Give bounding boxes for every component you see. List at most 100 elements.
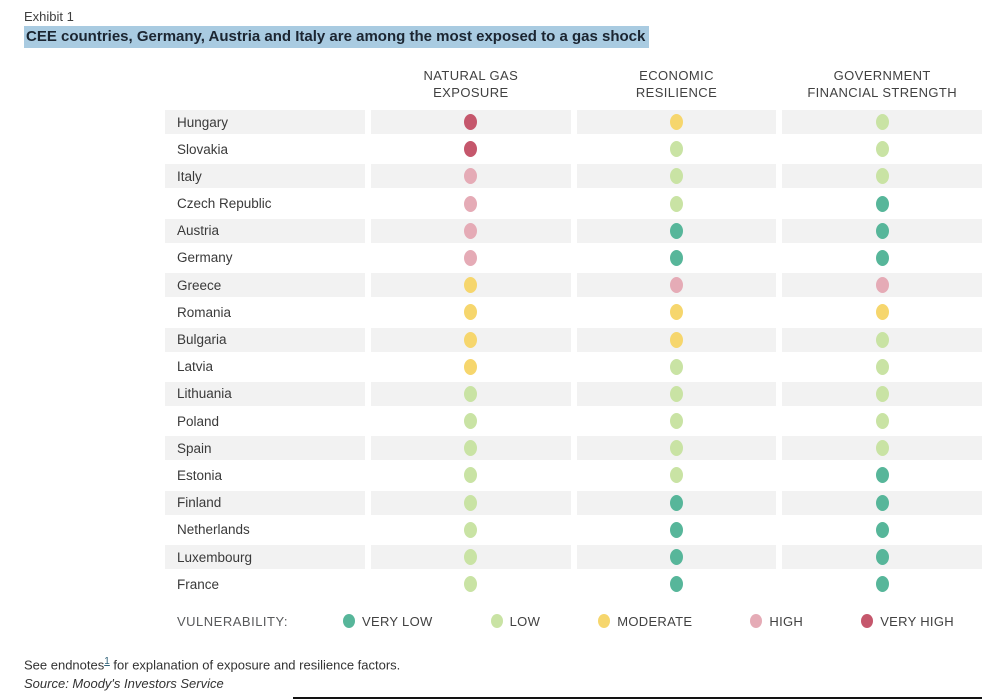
vulnerability-dot-moderate [464,331,478,348]
country-label: Greece [165,273,365,298]
vulnerability-dot-low [464,467,478,484]
legend-item-low: LOW [490,614,541,629]
table-row: Spain [165,436,982,461]
vulnerability-dot-very-low [875,195,889,212]
vulnerability-dot-very-low [670,249,683,266]
vulnerability-dot-very-low [670,549,683,565]
vulnerability-dot-very-low [875,576,889,593]
country-label: Poland [177,413,220,429]
vulnerability-dot-low [670,195,683,212]
vulnerability-dot-low [464,576,478,593]
table-row: Lithuania [165,381,982,406]
country-label: Austria [165,218,365,243]
table-row: Estonia [165,463,982,487]
vulnerability-dot-low [464,549,478,565]
vulnerability-dot-low [464,494,478,511]
legend-item-high: HIGH [750,614,803,629]
vulnerability-dot-moderate [670,114,683,130]
table-row: Romania [165,300,982,324]
legend-dot-low [490,614,503,629]
legend-item-very-high: VERY HIGH [861,614,954,629]
vulnerability-dot-moderate [464,304,478,321]
vulnerability-table: NATURAL GAS EXPOSURE ECONOMIC RESILIENCE… [165,62,982,633]
vulnerability-dot-moderate [670,304,683,321]
vulnerability-dot-low [670,467,683,484]
source-text: Source: Moody's Investors Service [24,676,224,691]
vulnerability-dot-low [670,141,683,158]
column-header-government-financial-strength: GOVERNMENT FINANCIAL STRENGTH [807,68,958,101]
country-label: France [177,576,220,592]
table-row: Greece [165,273,982,298]
country-label: Germany [177,250,233,266]
table-header-row: NATURAL GAS EXPOSURE ECONOMIC RESILIENCE… [165,62,982,102]
country-label: Netherlands [177,522,250,538]
vulnerability-dot-low [875,141,889,158]
vulnerability-dot-very-low [670,222,683,239]
vulnerability-dot-low [464,413,478,430]
legend-dot-high [750,614,763,629]
table-row: Italy [165,164,982,189]
vulnerability-dot-low [875,114,889,130]
country-label: Romania [177,304,232,320]
country-label: Spain [165,436,365,461]
vulnerability-dot-low [670,385,683,402]
table-row: Germany [165,246,982,270]
table-row: Latvia [165,355,982,379]
table-row: Slovakia [165,137,982,161]
vulnerability-dot-high [464,168,478,185]
legend-items: VERY LOW LOW MODERATE HIGH VERY HIGH [343,614,982,629]
country-label: Estonia [177,467,223,483]
vulnerability-dot-moderate [875,304,889,321]
legend-dot-very-low [343,614,355,629]
vulnerability-dot-very-low [875,467,889,484]
vulnerability-dot-low [670,413,683,430]
country-label: Finland [165,490,365,515]
vulnerability-dot-low [670,440,683,457]
legend-item-moderate: MODERATE [598,614,692,629]
vulnerability-dot-low [875,413,889,430]
legend-dot-moderate [598,614,611,629]
vulnerability-legend: VULNERABILITY: VERY LOW LOW MODERATE HIG… [165,609,982,633]
vulnerability-dot-low [875,331,889,348]
vulnerability-dot-high [670,277,683,294]
vulnerability-dot-moderate [464,358,478,375]
vulnerability-dot-high [464,222,478,239]
country-label: Luxembourg [165,545,365,569]
vulnerability-dot-very-high [464,114,478,130]
exhibit-title-row: CEE countries, Germany, Austria and Ital… [24,26,650,48]
column-header-economic-resilience: ECONOMIC RESILIENCE [635,68,718,101]
country-label: Lithuania [165,381,365,406]
vulnerability-dot-very-low [875,494,889,511]
table-row: Luxembourg [165,545,982,569]
legend-dot-very-high [861,614,874,629]
table-body: Hungary Slovakia Italy Czech Republic Au… [165,110,982,596]
exhibit-title: CEE countries, Germany, Austria and Ital… [24,26,650,48]
country-label: Hungary [165,110,365,134]
column-header-natural-gas-exposure: NATURAL GAS EXPOSURE [423,68,519,101]
vulnerability-dot-low [875,440,889,457]
country-label: Czech Republic [177,196,272,212]
vulnerability-dot-low [875,358,889,375]
vulnerability-dot-high [464,249,478,266]
vulnerability-dot-very-low [670,521,683,538]
vulnerability-dot-very-low [875,222,889,239]
vulnerability-dot-low [464,385,478,402]
vulnerability-dot-low [875,385,889,402]
country-label: Italy [165,164,365,189]
page-bottom-divider [293,697,982,699]
table-row: Bulgaria [165,327,982,352]
legend-label: VULNERABILITY: [177,613,289,629]
vulnerability-dot-moderate [464,277,478,294]
country-label: Bulgaria [165,327,365,352]
vulnerability-dot-very-high [464,141,478,158]
table-row: Austria [165,218,982,243]
vulnerability-dot-low [464,440,478,457]
country-label: Latvia [177,359,214,375]
vulnerability-dot-very-low [670,494,683,511]
legend-item-very-low: VERY LOW [343,614,433,629]
table-row: France [165,572,982,596]
vulnerability-dot-low [670,168,683,185]
vulnerability-dot-low [670,358,683,375]
endnote-link[interactable]: 1 [104,656,110,667]
vulnerability-dot-low [464,521,478,538]
